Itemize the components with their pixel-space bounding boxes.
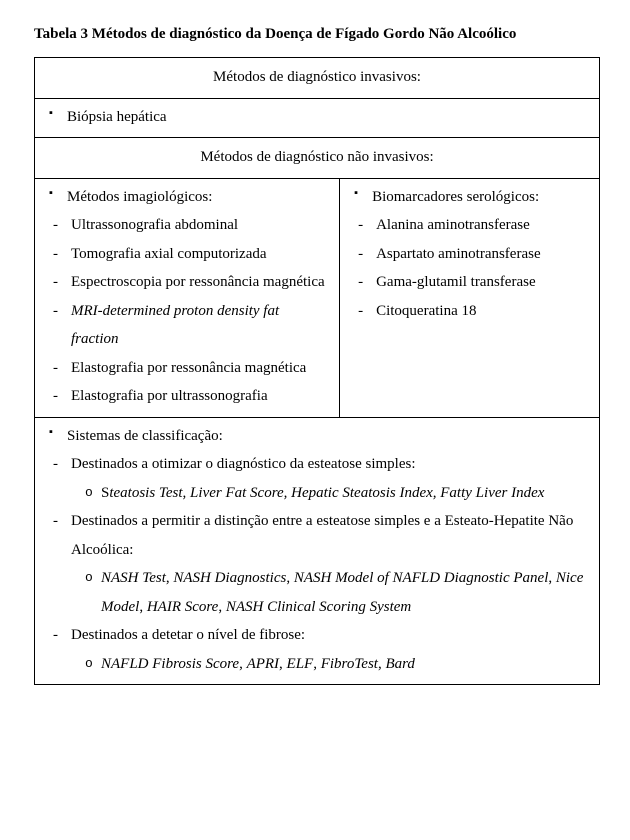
biomarker-item: Gama-glutamil transferase	[350, 268, 589, 297]
header-noninvasive: Métodos de diagnóstico não invasivos:	[35, 138, 600, 179]
classification-title: Sistemas de classificação:	[45, 422, 589, 451]
imaging-title: Métodos imagiológicos:	[45, 183, 329, 212]
biomarker-item: Alanina aminotransferase	[350, 211, 589, 240]
classification-group-items: NASH Test, NASH Diagnostics, NASH Model …	[45, 564, 589, 621]
table-caption: Tabela 3 Métodos de diagnóstico da Doenç…	[34, 26, 600, 43]
classification-cell: Sistemas de classificação: Destinados a …	[35, 417, 600, 685]
classification-group-items: NAFLD Fibrosis Score, APRI, ELF, FibroTe…	[45, 650, 589, 679]
biomarkers-title: Biomarcadores serológicos:	[350, 183, 589, 212]
classification-group-label: Destinados a otimizar o diagnóstico da e…	[45, 450, 589, 479]
diagnosis-table: Métodos de diagnóstico invasivos: Biópsi…	[34, 57, 600, 685]
biomarkers-cell: Biomarcadores serológicos: Alanina amino…	[340, 178, 600, 417]
header-invasive: Métodos de diagnóstico invasivos:	[35, 58, 600, 99]
invasive-item: Biópsia hepática	[45, 103, 589, 132]
classification-group-items: Steatosis Test, Liver Fat Score, Hepatic…	[45, 479, 589, 508]
imaging-item: Elastografia por ressonância magnética	[45, 354, 329, 383]
imaging-item: Espectroscopia por ressonância magnética	[45, 268, 329, 297]
classification-group-label: Destinados a permitir a distinção entre …	[45, 507, 589, 564]
imaging-item: MRI-determined proton density fat fracti…	[45, 297, 329, 354]
imaging-item: Tomografia axial computorizada	[45, 240, 329, 269]
biomarker-item: Aspartato aminotransferase	[350, 240, 589, 269]
imaging-item: Ultrassonografia abdominal	[45, 211, 329, 240]
imaging-item: Elastografia por ultrassonografia	[45, 382, 329, 411]
classification-group-label: Destinados a detetar o nível de fibrose:	[45, 621, 589, 650]
biomarker-item: Citoqueratina 18	[350, 297, 589, 326]
imaging-cell: Métodos imagiológicos: Ultrassonografia …	[35, 178, 340, 417]
invasive-cell: Biópsia hepática	[35, 98, 600, 138]
